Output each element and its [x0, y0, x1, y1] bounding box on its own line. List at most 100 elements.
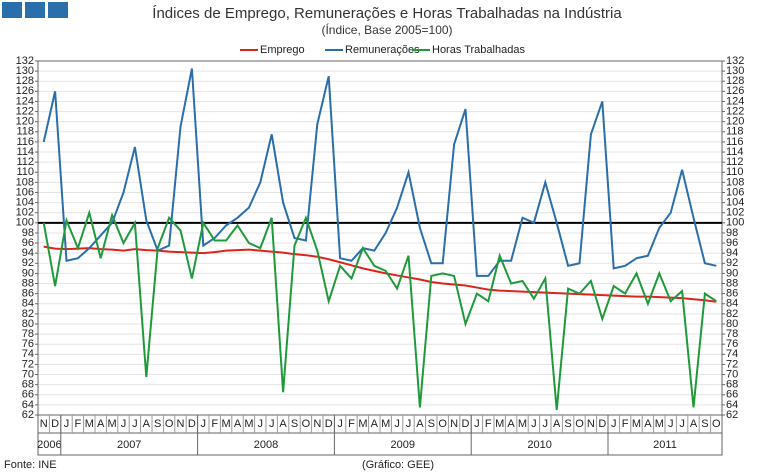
y2-tick-label: 94: [726, 247, 738, 259]
x-tick-label: M: [518, 418, 527, 430]
x-tick-label: N: [177, 418, 185, 430]
x-tick-label: M: [632, 418, 641, 430]
y-tick-label: 118: [16, 126, 34, 138]
y2-tick-label: 64: [726, 399, 738, 411]
y-tick-label: 100: [16, 217, 34, 229]
x-tick-label: D: [462, 418, 470, 430]
y2-tick-label: 108: [726, 176, 744, 188]
y-tick-label: 124: [16, 95, 34, 107]
y2-tick-label: 92: [726, 257, 738, 269]
year-label: 2007: [117, 439, 141, 451]
x-tick-label: N: [587, 418, 595, 430]
y2-tick-label: 114: [726, 146, 744, 158]
y-tick-label: 84: [22, 298, 34, 310]
y-tick-label: 80: [22, 318, 34, 330]
year-label: 2010: [527, 439, 551, 451]
x-tick-label: A: [644, 418, 652, 430]
x-tick-label: S: [154, 418, 161, 430]
x-tick-label: J: [201, 418, 207, 430]
x-tick-label: O: [575, 418, 584, 430]
x-tick-label: J: [132, 418, 138, 430]
x-tick-label: M: [108, 418, 117, 430]
logo-block: [2, 2, 22, 18]
y-tick-label: 64: [22, 399, 34, 411]
y-tick-label: 66: [22, 389, 34, 401]
x-tick-label: O: [165, 418, 174, 430]
x-tick-label: A: [507, 418, 515, 430]
y-tick-label: 70: [22, 368, 34, 380]
x-tick-label: J: [406, 418, 412, 430]
y2-tick-label: 68: [726, 379, 738, 391]
logo-block: [48, 2, 68, 18]
x-tick-label: D: [51, 418, 59, 430]
y2-tick-label: 62: [726, 409, 738, 421]
y2-tick-label: 110: [726, 166, 744, 178]
series-line: [42, 68, 717, 277]
y2-tick-label: 84: [726, 298, 738, 310]
y2-tick-label: 86: [726, 288, 738, 300]
x-tick-label: F: [348, 418, 355, 430]
y-tick-label: 62: [22, 409, 34, 421]
x-tick-label: F: [622, 418, 629, 430]
y2-tick-label: 120: [726, 116, 744, 128]
x-tick-label: A: [143, 418, 151, 430]
x-tick-label: J: [543, 418, 549, 430]
y-tick-label: 78: [22, 328, 34, 340]
series-line: [43, 245, 717, 303]
y-tick-label: 132: [16, 55, 34, 67]
year-label: 2011: [653, 439, 677, 451]
x-tick-label: D: [325, 418, 333, 430]
y-tick-label: 68: [22, 379, 34, 391]
y2-tick-label: 80: [726, 318, 738, 330]
y-tick-label: 96: [22, 237, 34, 249]
x-tick-label: A: [416, 418, 424, 430]
y-tick-label: 76: [22, 338, 34, 350]
y2-tick-label: 66: [726, 389, 738, 401]
y2-tick-label: 128: [726, 75, 744, 87]
y2-tick-label: 122: [726, 105, 744, 117]
y-tick-label: 82: [22, 308, 34, 320]
x-tick-label: J: [258, 418, 264, 430]
x-tick-label: M: [244, 418, 253, 430]
legend-label: Horas Trabalhadas: [432, 44, 525, 56]
y-tick-label: 108: [16, 176, 34, 188]
x-tick-label: M: [381, 418, 390, 430]
x-tick-label: J: [269, 418, 275, 430]
y-tick-label: 94: [22, 247, 34, 259]
x-tick-label: S: [291, 418, 298, 430]
y2-tick-label: 76: [726, 338, 738, 350]
y-tick-label: 74: [22, 348, 34, 360]
y2-tick-label: 104: [726, 197, 744, 209]
year-label: 2008: [254, 439, 278, 451]
x-tick-label: M: [85, 418, 94, 430]
y2-tick-label: 126: [726, 85, 744, 97]
y-tick-label: 72: [22, 358, 34, 370]
y2-tick-label: 102: [726, 207, 744, 219]
y-tick-label: 120: [16, 116, 34, 128]
x-tick-label: M: [358, 418, 367, 430]
x-tick-label: J: [474, 418, 480, 430]
y2-tick-label: 112: [726, 156, 744, 168]
source: Fonte: INE: [4, 459, 57, 471]
x-tick-label: J: [337, 418, 343, 430]
y2-tick-label: 124: [726, 95, 744, 107]
x-tick-label: A: [553, 418, 561, 430]
y2-tick-label: 74: [726, 348, 738, 360]
y-tick-label: 88: [22, 277, 34, 289]
legend-label: Remunerações: [345, 44, 420, 56]
y2-tick-label: 90: [726, 267, 738, 279]
plot-frame: [37, 60, 723, 416]
logo-block: [25, 2, 45, 18]
y2-tick-label: 96: [726, 237, 738, 249]
y-tick-label: 126: [16, 85, 34, 97]
x-tick-label: O: [302, 418, 311, 430]
x-tick-label: A: [371, 418, 379, 430]
y2-tick-label: 98: [726, 227, 738, 239]
y-tick-label: 128: [16, 75, 34, 87]
x-tick-label: A: [279, 418, 287, 430]
y-tick-label: 110: [16, 166, 34, 178]
x-tick-label: M: [655, 418, 664, 430]
x-tick-label: S: [564, 418, 571, 430]
y-tick-label: 90: [22, 267, 34, 279]
